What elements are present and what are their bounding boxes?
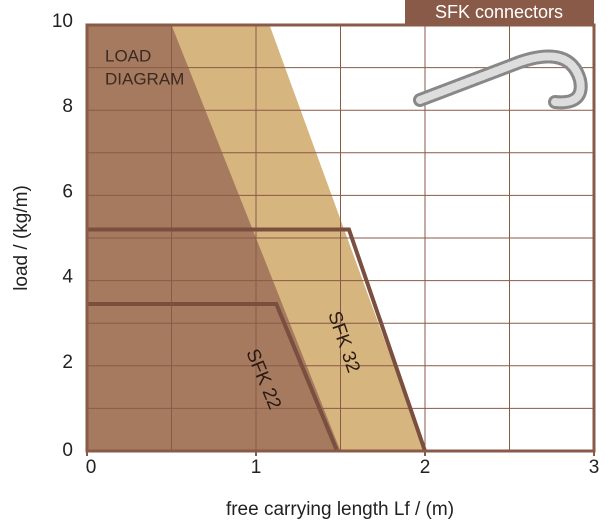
x-tick-label: 2 [420, 457, 431, 478]
chart: SFK 32SFK 2201230246810 SFK connectors L… [0, 0, 609, 524]
x-axis-label: free carrying length Lf / (m) [226, 499, 454, 520]
x-tick-label: 0 [86, 457, 97, 478]
y-tick-label: 4 [62, 267, 73, 288]
badge: SFK connectors [435, 2, 563, 22]
y-tick-label: 0 [62, 440, 73, 461]
chain-icon [420, 56, 581, 102]
x-tick-label: 1 [251, 457, 262, 478]
x-tick-label: 3 [589, 457, 600, 478]
y-tick-label: 6 [62, 181, 73, 202]
y-tick-label: 10 [52, 11, 73, 32]
y-tick-label: 2 [62, 352, 73, 373]
annotation: DIAGRAM [105, 69, 184, 88]
y-axis-label: load / (kg/m) [11, 185, 32, 291]
annotation: LOAD [105, 46, 151, 65]
y-tick-label: 8 [62, 96, 73, 117]
